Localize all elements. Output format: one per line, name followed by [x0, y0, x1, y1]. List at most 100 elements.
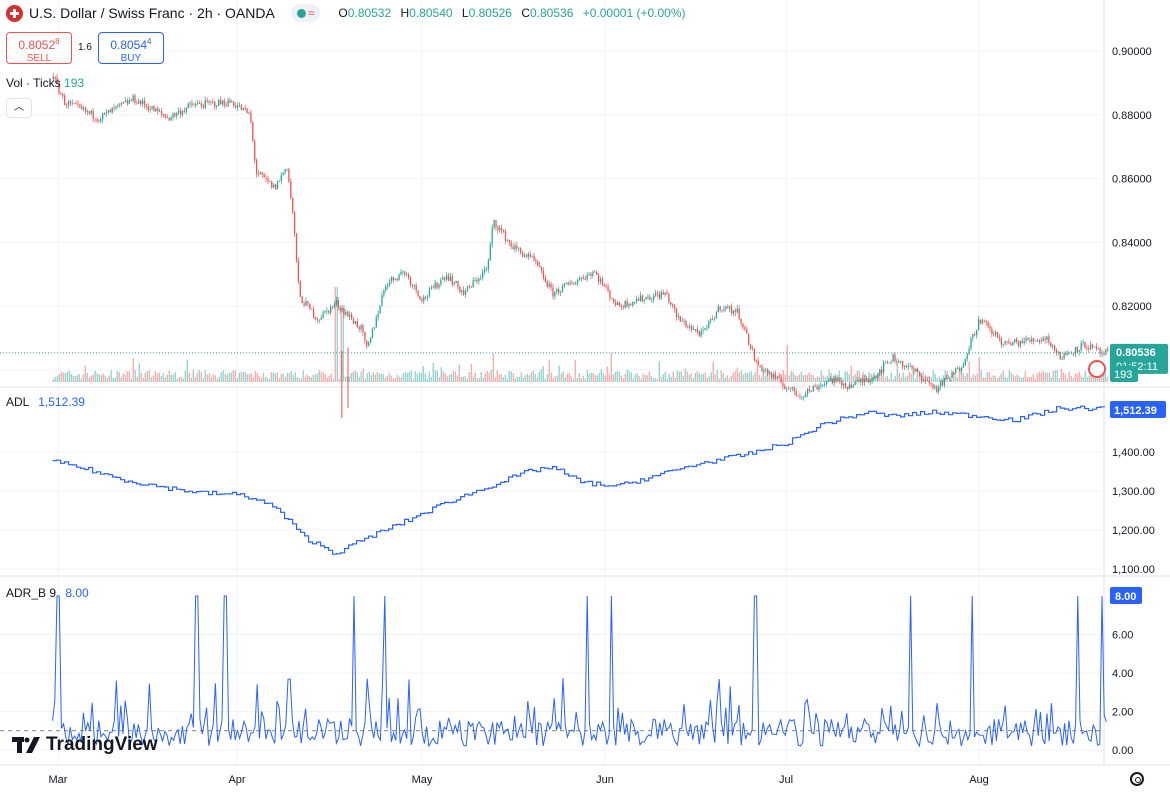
candle-body: [550, 283, 552, 288]
candle-body: [444, 277, 446, 280]
candle-body: [293, 212, 296, 234]
candle-body: [244, 107, 246, 109]
volume-bar: [764, 375, 766, 382]
volume-bar: [78, 373, 80, 382]
volume-bar: [910, 373, 912, 382]
candle-body: [909, 365, 911, 367]
candle-body: [1046, 336, 1048, 340]
adr-tick-label: 2.00: [1112, 707, 1133, 719]
candle-body: [768, 373, 771, 374]
candle-body: [947, 377, 949, 379]
volume-bar: [982, 377, 984, 382]
candle-body: [789, 388, 792, 389]
volume-bar: [414, 371, 416, 382]
volume-bar: [1054, 370, 1056, 382]
volume-bar: [108, 375, 110, 382]
collapse-legend-button[interactable]: ︿: [6, 98, 32, 118]
candle-body: [280, 175, 282, 181]
candle-body: [495, 219, 497, 227]
candle-body: [692, 329, 695, 330]
candle-body: [936, 386, 938, 392]
candle-body: [556, 289, 558, 292]
candle-body: [512, 246, 514, 250]
candle-body: [805, 393, 807, 397]
candle-body: [381, 295, 383, 306]
volume-bar: [1004, 376, 1006, 382]
volume-bar: [240, 371, 242, 382]
volume-bar: [888, 378, 890, 382]
settings-gear-icon[interactable]: [1130, 772, 1144, 786]
candle-body: [1052, 345, 1054, 347]
volume-bar: [212, 374, 214, 382]
sell-button[interactable]: 0.80528 SELL: [6, 32, 72, 64]
volume-bar: [242, 371, 244, 382]
candle-body: [635, 298, 638, 302]
volume-bar: [256, 372, 258, 382]
volume-legend[interactable]: Vol · Ticks 193: [6, 76, 84, 90]
adl-legend[interactable]: ADL 1,512.39: [6, 395, 85, 409]
symbol-title[interactable]: U.S. Dollar / Swiss Franc · 2h · OANDA: [29, 5, 275, 21]
adl-value-badge-label: 1,512.39: [1114, 405, 1157, 417]
time-axis-label: May: [412, 774, 433, 786]
volume-bar: [248, 373, 250, 382]
buy-button[interactable]: 0.80544 BUY: [97, 32, 164, 64]
volume-bar: [468, 372, 470, 382]
candle-body: [1050, 342, 1052, 347]
candle-body: [542, 270, 545, 279]
candle-body: [675, 308, 678, 317]
volume-bar: [568, 372, 570, 382]
candle-body: [656, 293, 659, 295]
candle-body: [216, 106, 218, 107]
candle-body: [1090, 344, 1092, 350]
candle-body: [713, 318, 716, 320]
candle-body: [1034, 340, 1037, 342]
candle-body: [394, 278, 396, 280]
volume-bar: [624, 373, 626, 382]
candle-body: [60, 92, 62, 95]
candle-body: [991, 328, 993, 335]
volume-bar: [622, 378, 624, 382]
candle-body: [502, 230, 505, 232]
market-status-toggle[interactable]: ≈: [290, 4, 321, 22]
candle-body: [297, 260, 300, 282]
candle-body: [504, 231, 507, 241]
tradingview-logo[interactable]: TradingView: [12, 734, 158, 756]
candle-body: [1025, 337, 1027, 341]
candle-body: [1059, 351, 1061, 360]
candle-body: [385, 286, 387, 291]
volume-bar: [300, 378, 302, 382]
volume-bar: [828, 370, 830, 382]
candle-body: [362, 325, 364, 333]
candle-body: [257, 173, 260, 175]
volume-bar: [686, 371, 688, 382]
volume-bar: [228, 372, 230, 382]
candle-body: [166, 117, 168, 118]
volume-bar: [320, 371, 322, 382]
adr-legend[interactable]: ADR_B 9 8.00: [6, 586, 89, 600]
volume-bar: [534, 373, 536, 382]
candle-body: [413, 284, 415, 286]
candle-body: [953, 372, 955, 374]
volume-bar: [818, 376, 820, 382]
candle-body: [1084, 341, 1086, 348]
candle-body: [103, 113, 106, 114]
candle-body: [96, 119, 98, 121]
volume-bar: [654, 378, 656, 382]
volume-bar: [1104, 373, 1106, 382]
candle-body: [744, 327, 746, 330]
candle-body: [539, 265, 541, 268]
volume-bar: [750, 371, 752, 382]
candle-body: [368, 342, 370, 347]
candle-body: [356, 321, 358, 328]
volume-bar: [520, 372, 522, 382]
candle-body: [273, 184, 275, 188]
volume-bars: [52, 287, 1108, 382]
candle-body: [993, 334, 995, 335]
volume-bar: [1068, 371, 1070, 382]
candle-body: [1069, 352, 1071, 354]
candle-body: [274, 184, 277, 190]
candle-body: [246, 108, 248, 113]
candle-body: [552, 287, 554, 297]
volume-bar: [916, 367, 918, 382]
